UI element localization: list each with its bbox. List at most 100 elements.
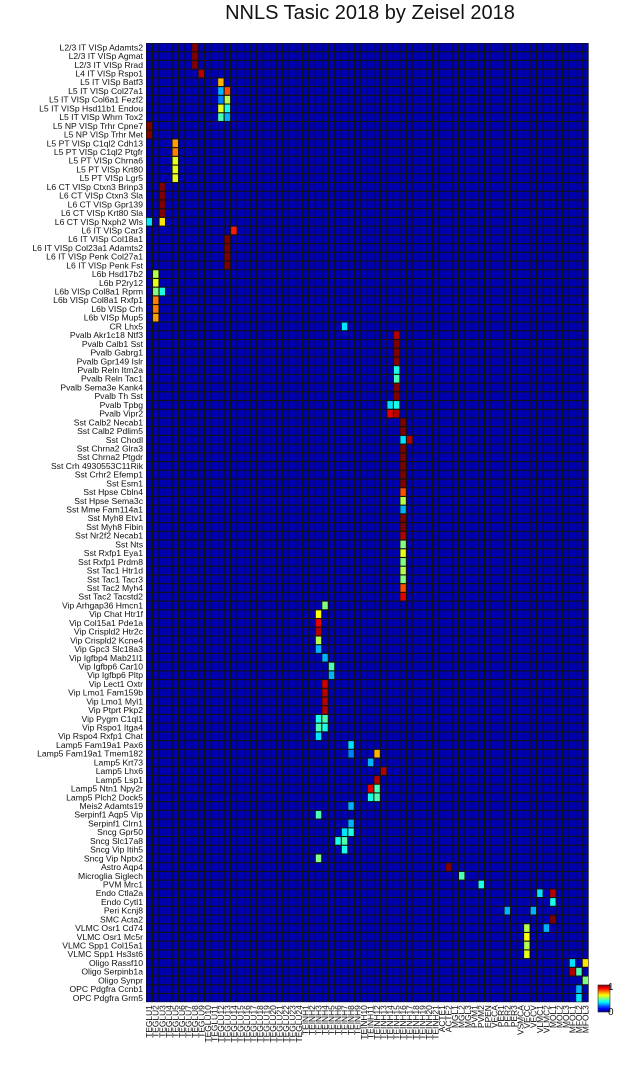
heatmap-cell: [335, 244, 341, 252]
heatmap-cell: [569, 296, 576, 305]
heatmap-cell: [270, 505, 276, 514]
heatmap-cell: [237, 95, 244, 104]
heatmap-cell: [367, 470, 374, 479]
heatmap-cell: [263, 104, 270, 113]
heatmap-cell: [276, 479, 283, 488]
heatmap-cell: [582, 444, 589, 453]
heatmap-cell: [361, 523, 367, 531]
heatmap-cell: [159, 252, 165, 261]
heatmap-cell: [309, 278, 315, 287]
heatmap-cell: [459, 549, 465, 557]
heatmap-cell: [153, 200, 159, 209]
heatmap-cell: [341, 653, 348, 662]
heatmap-cell: [413, 313, 419, 322]
heatmap-cell: [511, 409, 517, 418]
heatmap-cell: [224, 130, 231, 139]
heatmap-cell: [341, 680, 348, 688]
heatmap-cell: [530, 340, 537, 348]
heatmap-cell: [146, 331, 152, 339]
heatmap-cell: [517, 540, 524, 549]
heatmap-cell: [582, 235, 589, 244]
heatmap-cell: [393, 488, 400, 496]
heatmap-cell: [556, 610, 563, 618]
heatmap-cell: [582, 270, 589, 278]
heatmap-cell: [205, 558, 211, 566]
heatmap-cell: [511, 662, 517, 671]
heatmap-cell: [159, 139, 165, 148]
heatmap-cell: [563, 244, 569, 252]
heatmap-cell: [550, 514, 556, 523]
heatmap-cell: [563, 627, 569, 636]
heatmap-cell: [166, 148, 172, 156]
heatmap-cell: [146, 479, 152, 488]
heatmap-cell: [211, 653, 218, 662]
heatmap-cell: [224, 148, 231, 156]
heatmap-cell: [419, 592, 426, 601]
heatmap-cell: [224, 523, 231, 531]
heatmap-cell: [459, 409, 465, 418]
heatmap-cell: [159, 558, 165, 566]
heatmap-cell: [237, 531, 244, 540]
heatmap-cell: [524, 113, 530, 121]
heatmap-cell: [224, 87, 231, 95]
heatmap-cell: [270, 540, 276, 549]
heatmap-cell: [387, 217, 393, 226]
heatmap-cell: [530, 52, 537, 60]
heatmap-cell: [185, 514, 192, 523]
heatmap-cell: [413, 122, 419, 130]
heatmap-cell: [354, 95, 361, 104]
heatmap-cell: [498, 130, 504, 139]
heatmap-cell: [146, 156, 152, 165]
heatmap-cell: [172, 479, 178, 488]
heatmap-cell: [283, 566, 289, 575]
heatmap-cell: [322, 244, 328, 252]
heatmap-cell: [322, 78, 328, 87]
heatmap-cell: [459, 174, 465, 182]
heatmap-cell: [387, 95, 393, 104]
heatmap-cell: [192, 340, 198, 348]
heatmap-cell: [296, 60, 302, 69]
heatmap-cell: [491, 374, 497, 383]
heatmap-cell: [218, 435, 224, 444]
heatmap-cell: [192, 392, 198, 400]
heatmap-cell: [550, 156, 556, 165]
heatmap-cell: [563, 78, 569, 87]
heatmap-cell: [478, 69, 484, 78]
heatmap-cell: [276, 43, 283, 52]
heatmap-cell: [537, 235, 543, 244]
heatmap-cell: [270, 592, 276, 601]
heatmap-cell: [328, 148, 335, 156]
heatmap-cell: [498, 270, 504, 278]
heatmap-cell: [400, 584, 406, 592]
heatmap-cell: [348, 348, 354, 357]
heatmap-cell: [231, 374, 237, 383]
heatmap-cell: [309, 662, 315, 671]
heatmap-cell: [380, 104, 387, 113]
heatmap-cell: [276, 514, 283, 523]
heatmap-cell: [218, 523, 224, 531]
heatmap-cell: [328, 435, 335, 444]
heatmap-cell: [218, 340, 224, 348]
heatmap-cell: [309, 78, 315, 87]
heatmap-cell: [582, 636, 589, 645]
heatmap-cell: [244, 226, 250, 235]
heatmap-cell: [224, 235, 231, 244]
heatmap-cell: [322, 217, 328, 226]
heatmap-cell: [419, 95, 426, 104]
heatmap-cell: [218, 235, 224, 244]
heatmap-cell: [582, 383, 589, 392]
heatmap-cell: [524, 540, 530, 549]
heatmap-cell: [569, 462, 576, 470]
heatmap-cell: [153, 496, 159, 505]
heatmap-cell: [192, 348, 198, 357]
heatmap-cell: [146, 680, 152, 688]
heatmap-cell: [263, 165, 270, 174]
heatmap-cell: [205, 671, 211, 680]
heatmap-cell: [172, 453, 178, 462]
heatmap-cell: [582, 427, 589, 435]
heatmap-cell: [400, 209, 406, 217]
heatmap-cell: [328, 453, 335, 462]
heatmap-cell: [537, 462, 543, 470]
heatmap-cell: [393, 183, 400, 191]
heatmap-cell: [504, 435, 511, 444]
